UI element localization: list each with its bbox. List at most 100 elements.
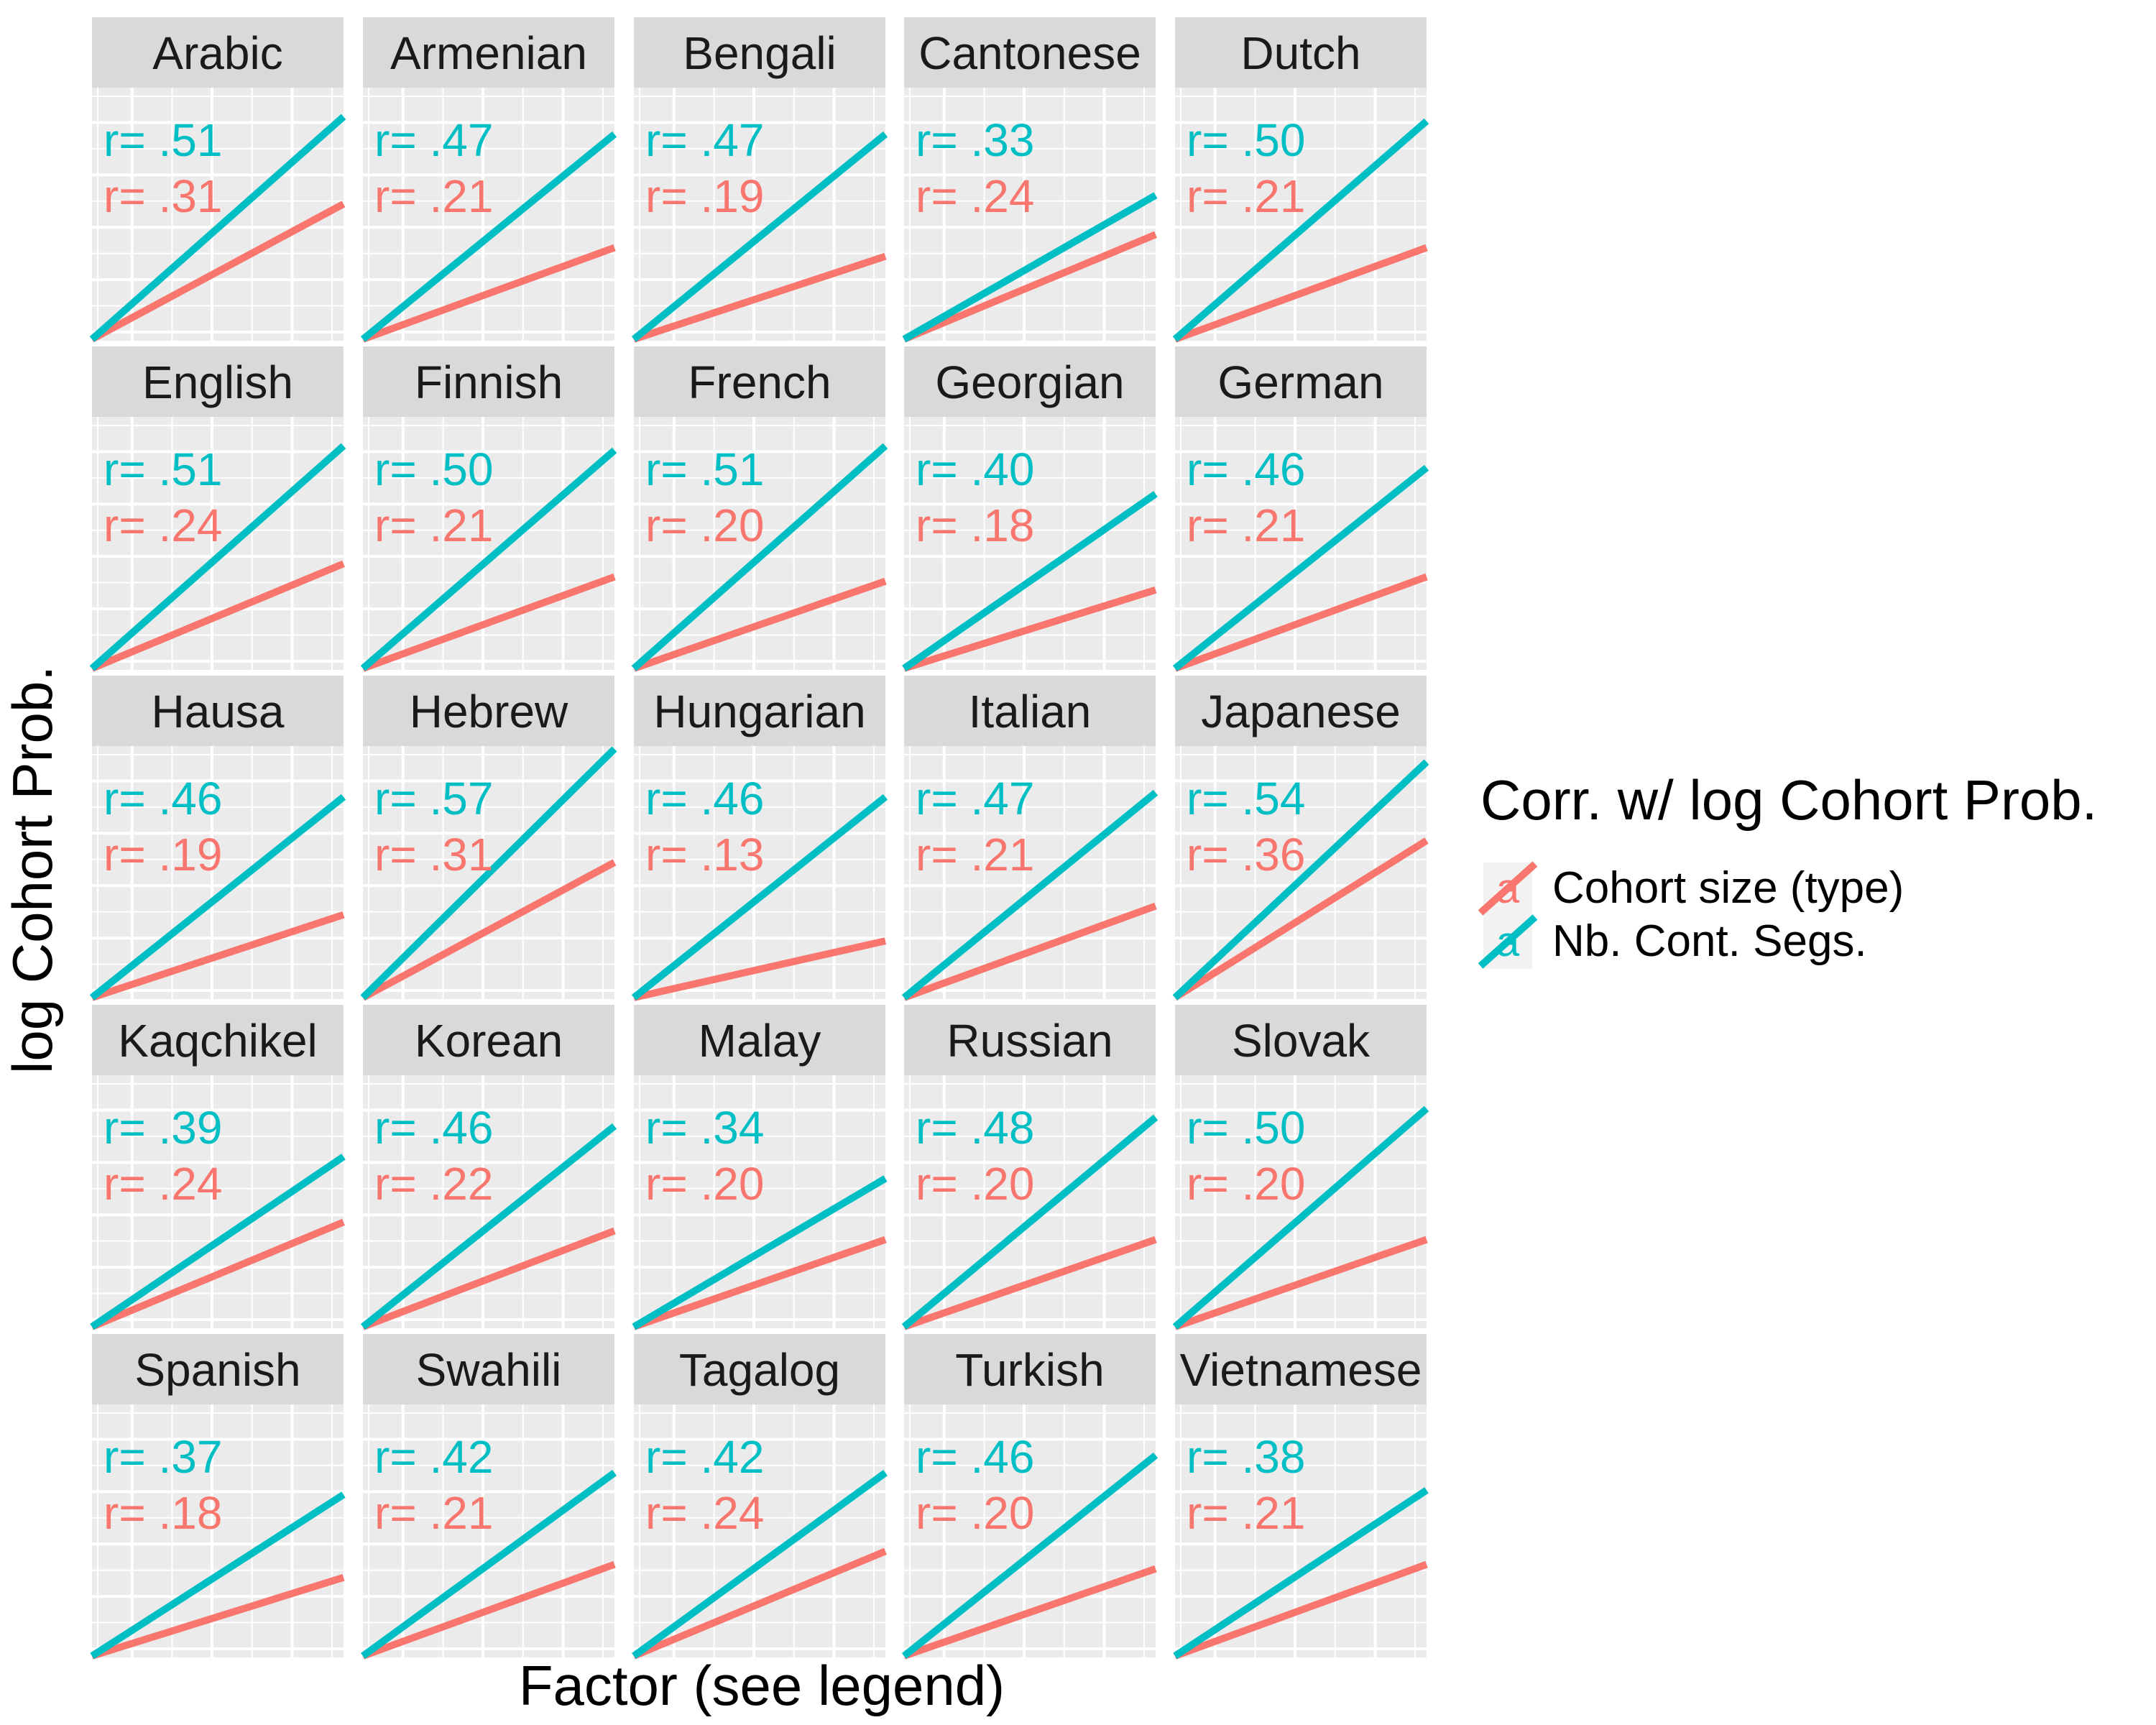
series-line-nb-cont-segs (901, 789, 1158, 1000)
r-label-cohort-size: r= .19 (645, 170, 764, 222)
legend-item: aCohort size (type) (1478, 861, 1904, 916)
series-line-cohort-size (903, 586, 1157, 672)
r-label-cohort-size: r= .21 (916, 829, 1034, 880)
series-line-nb-cont-segs (902, 192, 1158, 343)
facet-strip-label: English (142, 356, 293, 408)
r-label-nb-cont-segs: r= .46 (374, 1102, 493, 1154)
series-line-cohort-size (91, 560, 345, 672)
series-line-cohort-size (361, 244, 616, 343)
gridlines (634, 417, 885, 670)
series-line-nb-cont-segs (360, 447, 617, 671)
facet-strip (904, 1005, 1156, 1075)
r-label-cohort-size: r= .18 (103, 1487, 222, 1539)
facet-strip (363, 346, 614, 417)
r-label-nb-cont-segs: r= .33 (916, 114, 1034, 166)
x-axis-title: Factor (see legend) (519, 1654, 1005, 1717)
plot-panel (634, 1404, 885, 1657)
r-label-nb-cont-segs: r= .46 (1187, 443, 1305, 495)
facet-strip-label: Korean (415, 1015, 563, 1067)
facet-strip-label: Finnish (415, 356, 563, 408)
plot-panel (904, 746, 1156, 999)
facet-panel: Bengali r= .47r= .19 (631, 17, 888, 343)
series-line-cohort-size (632, 577, 887, 672)
facet-strip-label: Tagalog (679, 1344, 840, 1396)
facet-strip (634, 1334, 885, 1404)
series-line-nb-cont-segs (90, 1154, 346, 1330)
r-label-cohort-size: r= .36 (1187, 829, 1305, 880)
gridlines (92, 1404, 344, 1657)
gridlines (1175, 417, 1427, 670)
facet-strip-label: Vietnamese (1180, 1344, 1422, 1396)
series-line-nb-cont-segs (90, 1491, 346, 1660)
facet-panel: Hebrew r= .57r= .31 (360, 676, 617, 1001)
facet-panel: Turkish r= .46r= .20 (901, 1334, 1158, 1660)
r-label-nb-cont-segs: r= .50 (1187, 1102, 1305, 1154)
series-line-cohort-size (1174, 1236, 1428, 1330)
plot-panel (363, 1404, 614, 1657)
legend-label: Cohort size (type) (1552, 863, 1904, 913)
gridlines (92, 746, 344, 999)
facet-panel: Swahili r= .42r= .21 (361, 1334, 617, 1660)
series-line-cohort-size (1173, 837, 1429, 1001)
facet-panel: English r= .51r= .24 (89, 346, 346, 672)
r-label-nb-cont-segs: r= .46 (916, 1431, 1034, 1483)
r-label-cohort-size: r= .20 (1187, 1158, 1305, 1210)
r-label-cohort-size: r= .20 (645, 1158, 764, 1210)
facet-strip-label: Kaqchikel (118, 1015, 318, 1067)
plot-panel (904, 88, 1156, 341)
r-label-nb-cont-segs: r= .42 (645, 1431, 764, 1483)
r-label-cohort-size: r= .31 (103, 170, 222, 222)
facet-strip (1175, 346, 1427, 417)
r-label-nb-cont-segs: r= .50 (374, 443, 493, 495)
plot-panel (634, 746, 885, 999)
r-label-cohort-size: r= .24 (916, 170, 1034, 222)
plot-panel (1175, 417, 1427, 670)
facet-panel: Dutch r= .50r= .21 (1172, 17, 1429, 343)
facet-strip (363, 17, 614, 88)
facet-strip (904, 1334, 1156, 1404)
series-line-cohort-size (632, 1547, 887, 1660)
r-label-nb-cont-segs: r= .38 (1187, 1431, 1305, 1483)
facet-strip (634, 1005, 885, 1075)
facet-strip (1175, 17, 1427, 88)
facet-strip (1175, 1005, 1427, 1075)
facet-strip-label: German (1217, 356, 1383, 408)
r-label-nb-cont-segs: r= .51 (103, 443, 222, 495)
facet-panel: Vietnamese r= .38r= .21 (1173, 1334, 1429, 1660)
series-line-nb-cont-segs (360, 746, 617, 1000)
r-label-cohort-size: r= .21 (1187, 170, 1305, 222)
legend-key-line (1478, 861, 1538, 916)
r-label-cohort-size: r= .20 (645, 500, 764, 551)
series-line-cohort-size (1174, 244, 1428, 343)
r-label-nb-cont-segs: r= .39 (103, 1102, 222, 1154)
facet-strip-label: Dutch (1240, 27, 1360, 79)
facet-strip (634, 346, 885, 417)
series-line-cohort-size (903, 1236, 1157, 1330)
legend-label: Nb. Cont. Segs. (1552, 916, 1867, 966)
r-label-cohort-size: r= .21 (1187, 1487, 1305, 1539)
series-line-cohort-size (361, 1560, 616, 1660)
gridlines (1175, 746, 1427, 999)
series-line-cohort-size (91, 911, 345, 1001)
plot-panel (363, 88, 614, 341)
facet-strip-label: Cantonese (918, 27, 1141, 79)
facet-strip (363, 1334, 614, 1404)
facet-panel: Russian r= .48r= .20 (901, 1005, 1158, 1330)
series-line-nb-cont-segs (632, 1470, 888, 1660)
r-label-nb-cont-segs: r= .47 (374, 114, 493, 166)
r-label-nb-cont-segs: r= .54 (1187, 773, 1305, 824)
r-label-nb-cont-segs: r= .51 (103, 114, 222, 166)
facet-strip-label: French (688, 356, 831, 408)
r-label-nb-cont-segs: r= .48 (916, 1102, 1034, 1154)
series-line-nb-cont-segs (1172, 118, 1429, 342)
facet-strip (92, 676, 344, 746)
series-line-cohort-size (903, 231, 1157, 343)
r-label-cohort-size: r= .24 (103, 1158, 222, 1210)
facet-panel: Cantonese r= .33r= .24 (902, 17, 1158, 343)
gridlines (363, 746, 614, 999)
r-label-cohort-size: r= .21 (374, 170, 493, 222)
facet-strip-label: Japanese (1201, 686, 1401, 737)
facet-strip (634, 676, 885, 746)
legend-title: Corr. w/ log Cohort Prob. (1480, 768, 2097, 832)
